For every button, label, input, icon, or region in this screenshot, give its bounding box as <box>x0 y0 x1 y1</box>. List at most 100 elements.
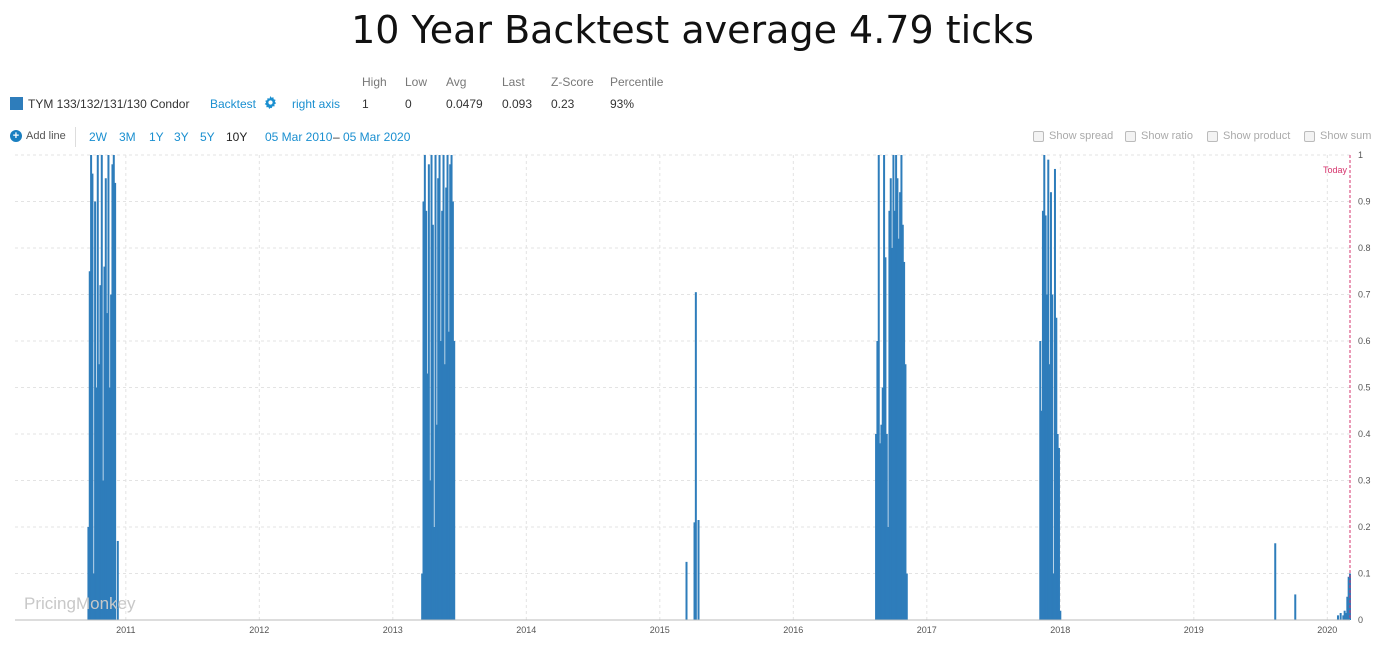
data-bar <box>693 522 696 620</box>
data-bar <box>426 373 429 620</box>
data-bar <box>685 561 688 620</box>
data-bar <box>1346 596 1349 620</box>
data-bar <box>1053 168 1056 620</box>
data-bar <box>1051 294 1054 620</box>
data-bar <box>694 292 697 620</box>
data-bar <box>884 257 887 620</box>
data-bar <box>1344 613 1347 620</box>
data-bar <box>1342 615 1345 620</box>
data-bar <box>895 155 898 620</box>
chart-bars <box>87 155 1351 621</box>
data-bar <box>421 573 424 620</box>
data-bar <box>883 155 886 620</box>
series-color-swatch <box>10 97 23 110</box>
data-bar <box>95 387 98 620</box>
data-bar <box>94 201 97 620</box>
gear-icon[interactable] <box>264 96 277 112</box>
y-tick-label: 0.5 <box>1358 383 1371 393</box>
show-sum-checkbox[interactable]: Show sum <box>1304 130 1371 142</box>
range-3m-button[interactable]: 3M <box>119 130 136 144</box>
data-bar <box>892 155 895 620</box>
data-bar <box>88 271 91 620</box>
data-bar <box>1294 594 1297 620</box>
y-tick-label: 0.8 <box>1358 243 1371 253</box>
data-bar <box>877 155 880 620</box>
date-end[interactable]: 05 Mar 2020 <box>343 130 411 144</box>
x-tick-label: 2020 <box>1317 625 1337 635</box>
show-ratio-checkbox[interactable]: Show ratio <box>1125 130 1193 142</box>
show-sum-label: Show sum <box>1320 130 1372 142</box>
date-start[interactable]: 05 Mar 2010 <box>265 130 333 144</box>
data-bar <box>897 238 900 620</box>
data-bar <box>99 285 102 620</box>
data-bar <box>100 155 103 620</box>
checkbox-box[interactable] <box>1304 130 1315 142</box>
data-bar <box>1040 410 1043 620</box>
y-tick-label: 0.7 <box>1358 290 1371 300</box>
stat-value-avg: 0.0479 <box>446 97 483 111</box>
data-bar <box>1048 364 1051 620</box>
show-spread-label: Show spread <box>1049 130 1114 142</box>
data-bar <box>438 155 441 620</box>
data-bar <box>1049 192 1052 620</box>
data-bar <box>92 573 95 620</box>
x-tick-label: 2016 <box>783 625 803 635</box>
x-tick-label: 2019 <box>1184 625 1204 635</box>
checkbox-box[interactable] <box>1125 130 1136 142</box>
data-bar <box>881 387 884 620</box>
data-bar <box>876 341 879 620</box>
data-bar <box>880 424 883 620</box>
backtest-link[interactable]: Backtest <box>210 97 257 111</box>
data-bar <box>901 224 904 620</box>
plus-icon: + <box>10 130 22 142</box>
data-bar <box>888 210 891 621</box>
range-3y-button[interactable]: 3Y <box>174 130 189 144</box>
data-bar <box>427 164 430 621</box>
show-product-checkbox[interactable]: Show product <box>1207 130 1290 142</box>
data-bar <box>891 248 894 620</box>
x-tick-label: 2014 <box>516 625 536 635</box>
data-bar <box>1336 615 1339 620</box>
data-bar <box>885 434 888 620</box>
data-bar <box>104 178 107 620</box>
checkbox-box[interactable] <box>1033 130 1044 142</box>
add-line-button[interactable]: + Add line <box>10 130 66 142</box>
data-bar <box>447 331 450 620</box>
data-bar <box>453 341 456 620</box>
data-bar <box>875 434 878 620</box>
range-10y-button[interactable]: 10Y <box>226 130 248 144</box>
data-bar <box>450 155 453 620</box>
add-line-label: Add line <box>26 130 66 142</box>
data-bar <box>1045 294 1048 620</box>
data-bar <box>110 294 113 620</box>
data-bar <box>887 527 890 620</box>
data-bar <box>1041 210 1044 621</box>
stat-value-low: 0 <box>405 97 412 111</box>
data-bar <box>103 266 106 620</box>
range-1y-button[interactable]: 1Y <box>149 130 164 144</box>
show-ratio-label: Show ratio <box>1141 130 1193 142</box>
right-axis-link[interactable]: right axis <box>292 97 341 111</box>
data-bar <box>443 364 446 620</box>
stat-header-zscore: Z-Score <box>551 75 594 89</box>
data-bar <box>903 261 906 620</box>
data-bar <box>1043 155 1046 620</box>
range-5y-button[interactable]: 5Y <box>200 130 215 144</box>
today-label: Today <box>1323 165 1348 175</box>
watermark: PricingMonkey <box>24 594 136 613</box>
checkbox-box[interactable] <box>1207 130 1218 142</box>
stat-header-last: Last <box>502 75 525 89</box>
data-bar <box>111 164 114 621</box>
range-2w-button[interactable]: 2W <box>89 130 107 144</box>
chart-grid <box>15 154 1350 621</box>
show-spread-checkbox[interactable]: Show spread <box>1033 130 1113 142</box>
data-bar <box>1057 447 1060 620</box>
data-bar <box>1052 573 1055 620</box>
data-bar <box>102 480 105 620</box>
y-tick-label: 0.1 <box>1358 569 1371 579</box>
x-tick-label: 2017 <box>917 625 937 635</box>
x-tick-label: 2018 <box>1050 625 1070 635</box>
data-bar <box>445 187 448 621</box>
data-bar <box>1055 317 1058 620</box>
